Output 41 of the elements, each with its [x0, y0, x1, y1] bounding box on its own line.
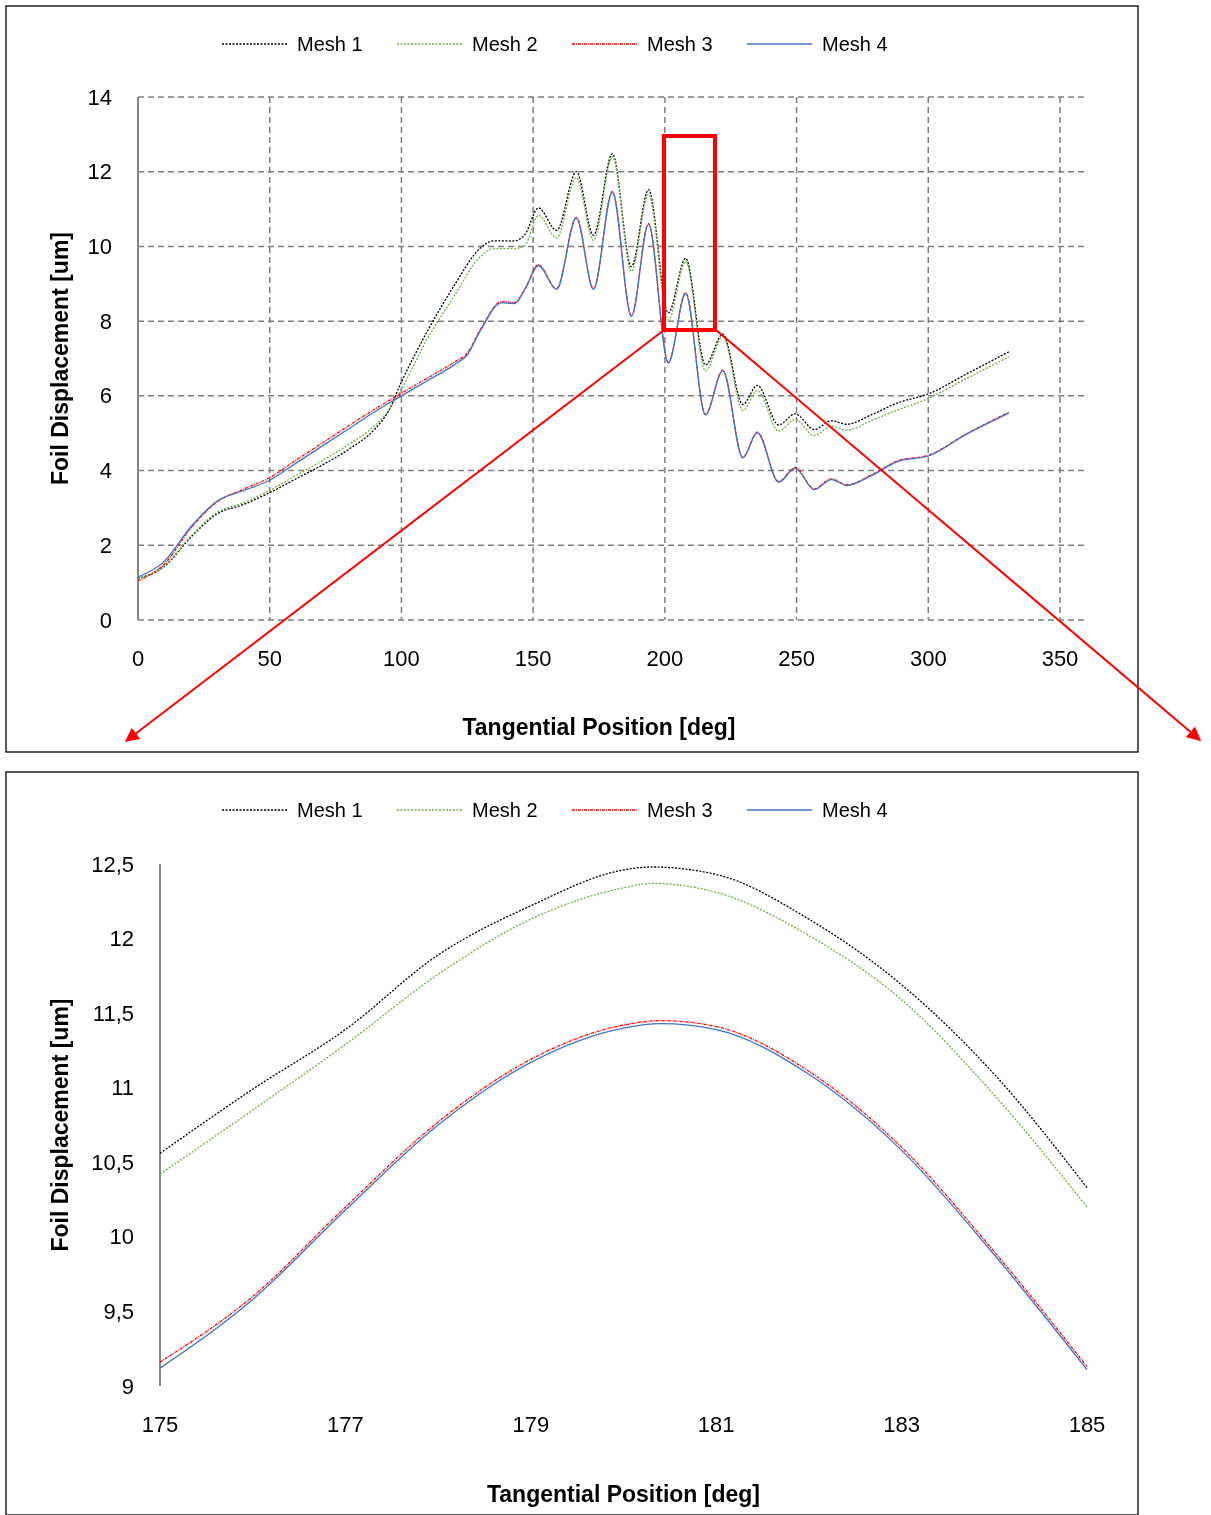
x-tick-label: 179: [512, 1411, 550, 1437]
legend-label: Mesh 4: [822, 799, 888, 821]
x-tick-label: 150: [514, 645, 552, 671]
y-tick-label: 9: [121, 1373, 134, 1399]
y-tick-label: 11,5: [92, 1000, 134, 1026]
x-tick-label: 181: [697, 1411, 735, 1437]
x-tick-label: 100: [383, 645, 420, 671]
x-tick-label: 175: [141, 1411, 179, 1437]
y-tick-label: 12: [87, 159, 112, 185]
y-tick-label: 9,5: [103, 1298, 134, 1324]
y-tick-label: 6: [99, 383, 112, 409]
y-axis-title: Foil Displacement [um]: [47, 998, 73, 1252]
x-tick-label: 300: [909, 645, 947, 671]
y-axis-title: Foil Displacement [um]: [47, 231, 73, 486]
x-axis-title: Tangential Position [deg]: [486, 1481, 761, 1507]
legend-label: Mesh 1: [297, 33, 363, 55]
legend-label: Mesh 4: [822, 33, 888, 55]
y-tick-label: 14: [87, 84, 112, 110]
x-tick-label: 177: [327, 1411, 364, 1437]
y-tick-label: 2: [99, 532, 112, 558]
x-tick-label: 183: [883, 1411, 920, 1437]
y-tick-label: 4: [99, 458, 112, 484]
x-tick-label: 250: [778, 645, 815, 671]
x-tick-label: 350: [1041, 645, 1079, 671]
legend-label: Mesh 2: [472, 33, 538, 55]
y-tick-label: 10: [87, 233, 112, 259]
x-tick-label: 50: [257, 645, 282, 671]
y-tick-label: 10: [109, 1224, 134, 1250]
x-tick-label: 185: [1068, 1411, 1106, 1437]
x-tick-label: 200: [646, 645, 684, 671]
y-tick-label: 12,5: [91, 851, 134, 877]
legend-label: Mesh 1: [297, 799, 363, 821]
y-tick-label: 10,5: [91, 1149, 134, 1175]
legend-label: Mesh 3: [647, 799, 713, 821]
y-tick-label: 0: [99, 607, 112, 633]
y-tick-label: 8: [99, 308, 112, 334]
y-tick-label: 12: [109, 926, 134, 952]
y-tick-label: 11: [111, 1075, 134, 1101]
legend-label: Mesh 3: [647, 33, 713, 55]
x-axis-title: Tangential Position [deg]: [462, 714, 736, 740]
legend-label: Mesh 2: [472, 799, 538, 821]
